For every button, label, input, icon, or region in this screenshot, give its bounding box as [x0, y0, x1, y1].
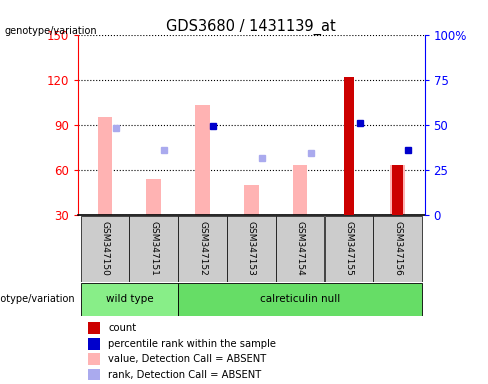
Text: rank, Detection Call = ABSENT: rank, Detection Call = ABSENT [108, 370, 262, 380]
Text: calreticulin null: calreticulin null [260, 295, 340, 305]
FancyBboxPatch shape [81, 283, 178, 316]
Text: genotype/variation: genotype/variation [0, 295, 76, 305]
FancyBboxPatch shape [129, 215, 178, 282]
Text: GSM347151: GSM347151 [149, 221, 158, 276]
Bar [88, 353, 100, 365]
FancyBboxPatch shape [178, 215, 227, 282]
FancyBboxPatch shape [325, 215, 373, 282]
FancyBboxPatch shape [373, 215, 422, 282]
Text: GSM347153: GSM347153 [247, 221, 256, 276]
Bar [344, 77, 354, 215]
Bar [88, 338, 100, 349]
Bar [244, 185, 259, 215]
Bar [98, 117, 112, 215]
Text: GSM347156: GSM347156 [393, 221, 402, 276]
Text: wild type: wild type [105, 295, 153, 305]
Bar [390, 165, 405, 215]
FancyBboxPatch shape [276, 215, 325, 282]
Text: value, Detection Call = ABSENT: value, Detection Call = ABSENT [108, 354, 266, 364]
FancyBboxPatch shape [81, 215, 129, 282]
Bar [88, 369, 100, 381]
Text: count: count [108, 323, 136, 333]
FancyBboxPatch shape [227, 215, 276, 282]
Bar [293, 165, 307, 215]
Text: GSM347152: GSM347152 [198, 221, 207, 276]
Title: GDS3680 / 1431139_at: GDS3680 / 1431139_at [166, 18, 336, 35]
Text: GSM347155: GSM347155 [345, 221, 353, 276]
FancyBboxPatch shape [178, 283, 422, 316]
Text: percentile rank within the sample: percentile rank within the sample [108, 339, 276, 349]
Bar [195, 105, 210, 215]
Bar [392, 165, 403, 215]
Text: genotype/variation: genotype/variation [5, 26, 98, 36]
Text: GSM347150: GSM347150 [101, 221, 109, 276]
Bar [88, 322, 100, 334]
Bar [146, 179, 161, 215]
Text: GSM347154: GSM347154 [296, 221, 305, 276]
